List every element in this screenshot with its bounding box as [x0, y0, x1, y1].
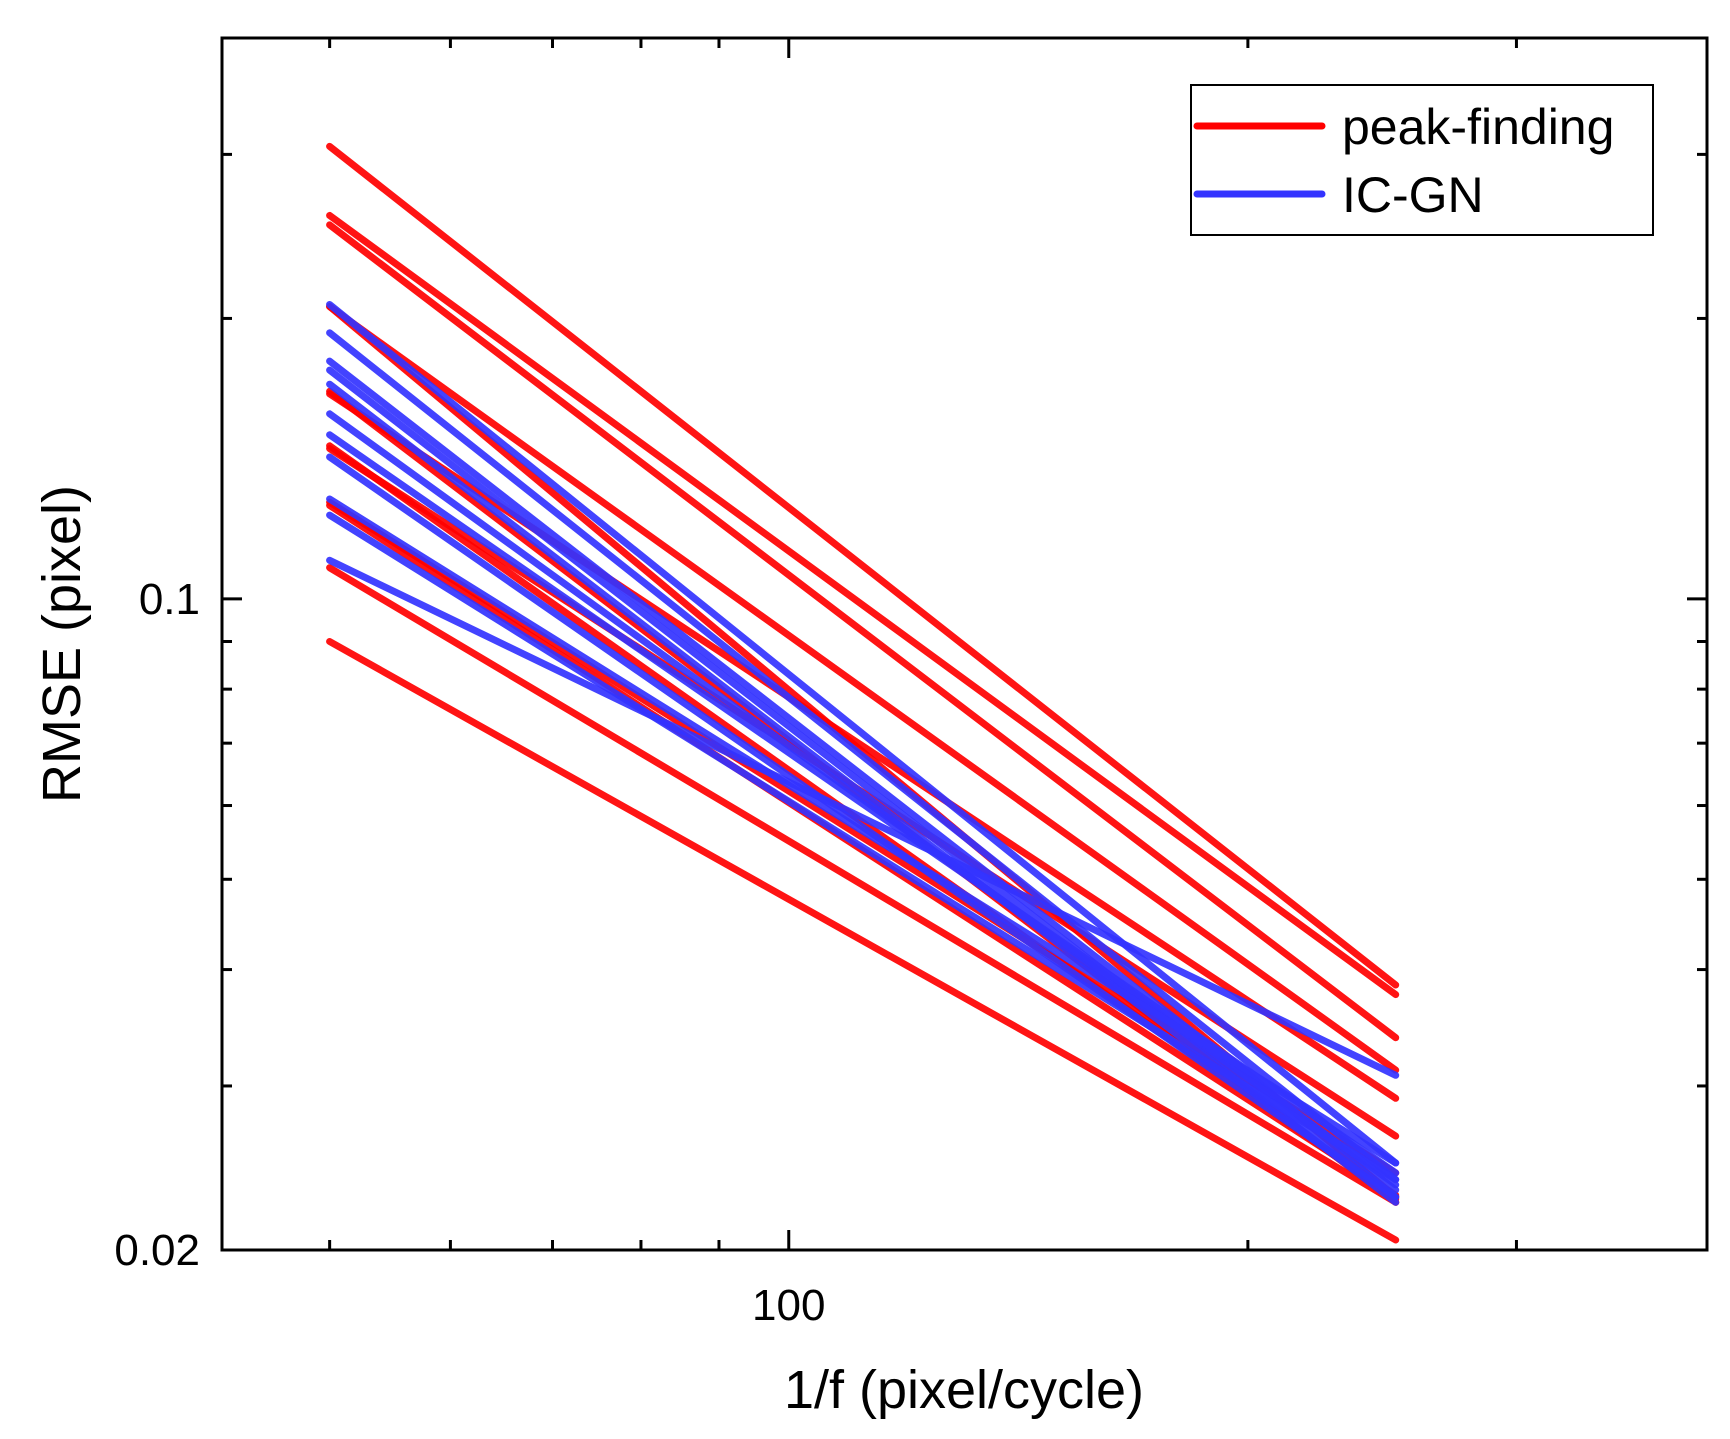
- series-line-ic-gn-23: [326, 511, 1400, 1184]
- y-tick-label-0.1: 0.1: [139, 575, 200, 624]
- series-line-peak-finding-3: [326, 221, 1400, 1042]
- y-tick-label-0.02: 0.02: [114, 1226, 200, 1275]
- y-axis-title: RMSE (pixel): [32, 485, 92, 803]
- legend-label-peak-finding: peak-finding: [1342, 99, 1614, 155]
- legend-label-ic-gn: IC-GN: [1342, 167, 1484, 223]
- legend: peak-finding IC-GN: [1190, 84, 1654, 236]
- series-line-ic-gn-24: [326, 556, 1400, 1079]
- series-line-peak-finding-13: [326, 638, 1400, 1244]
- series-line-ic-gn-14: [326, 301, 1400, 1167]
- series-line-ic-gn-19: [326, 410, 1400, 1189]
- tick-layer: 100 0.02 0.1: [114, 36, 1709, 1330]
- plot-frame: [220, 36, 1709, 1252]
- series-layer: [326, 142, 1400, 1244]
- series-line-ic-gn-15: [326, 329, 1400, 1184]
- series-line-peak-finding-8: [326, 564, 1400, 1206]
- x-tick-label-100: 100: [752, 1281, 825, 1330]
- series-line-ic-gn-22: [326, 495, 1400, 1167]
- x-axis-title: 1/f (pixel/cycle): [784, 1360, 1144, 1420]
- series-line-peak-finding-2: [326, 211, 1400, 999]
- series-line-peak-finding-4: [326, 303, 1400, 1074]
- series-line-peak-finding-1: [326, 142, 1400, 989]
- legend-box: [1190, 84, 1654, 236]
- series-line-peak-finding-5: [326, 390, 1400, 1102]
